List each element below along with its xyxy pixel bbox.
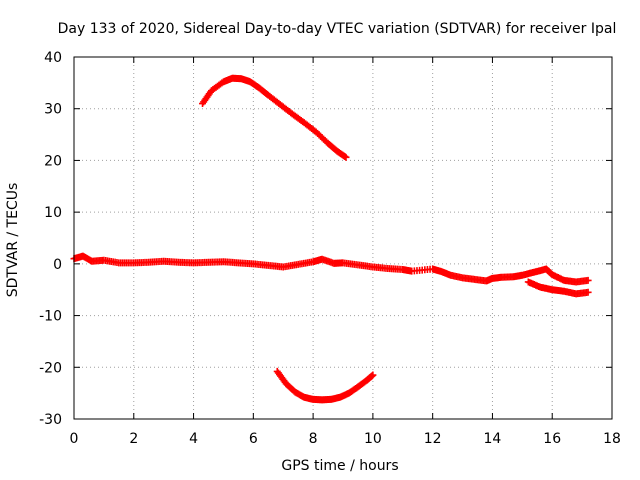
x-tick-label: 2 — [129, 431, 138, 447]
x-axis-title: GPS time / hours — [281, 458, 398, 474]
y-tick-label: 10 — [44, 205, 62, 221]
chart-title: Day 133 of 2020, Sidereal Day-to-day VTE… — [58, 21, 617, 37]
series-upper-arc — [199, 74, 350, 161]
plot-border — [73, 56, 613, 420]
axis-ticks: 0 2 4 6 8 10 12 14 16 18 -30 -20 -10 0 10 20 30 40 — [39, 50, 621, 447]
y-tick-label: 0 — [53, 257, 62, 273]
x-tick-label: 12 — [424, 431, 442, 447]
x-tick-label: 10 — [364, 431, 382, 447]
y-tick-label: -20 — [39, 360, 62, 376]
data-point — [369, 371, 377, 379]
y-tick-label: 30 — [44, 102, 62, 118]
x-tick-label: 14 — [484, 431, 502, 447]
x-tick-label: 0 — [70, 431, 79, 447]
y-tick-label: 40 — [44, 50, 62, 66]
data-point — [584, 288, 592, 296]
series-late-lower-branch — [524, 278, 592, 298]
y-tick-label: -30 — [39, 412, 62, 428]
data-point — [342, 153, 350, 161]
x-tick-label: 8 — [309, 431, 318, 447]
x-tick-label: 4 — [189, 431, 198, 447]
y-axis-title: SDTVAR / TECUs — [5, 183, 21, 298]
data-point — [584, 276, 592, 284]
x-tick-label: 16 — [543, 431, 561, 447]
y-tick-label: -10 — [39, 309, 62, 325]
grid-lines — [74, 57, 612, 419]
x-tick-label: 18 — [603, 431, 621, 447]
series-lower-arc — [273, 367, 377, 404]
data-points — [70, 74, 592, 404]
y-tick-label: 20 — [44, 153, 62, 169]
series-near-zero-band — [70, 252, 592, 286]
x-tick-label: 6 — [249, 431, 258, 447]
